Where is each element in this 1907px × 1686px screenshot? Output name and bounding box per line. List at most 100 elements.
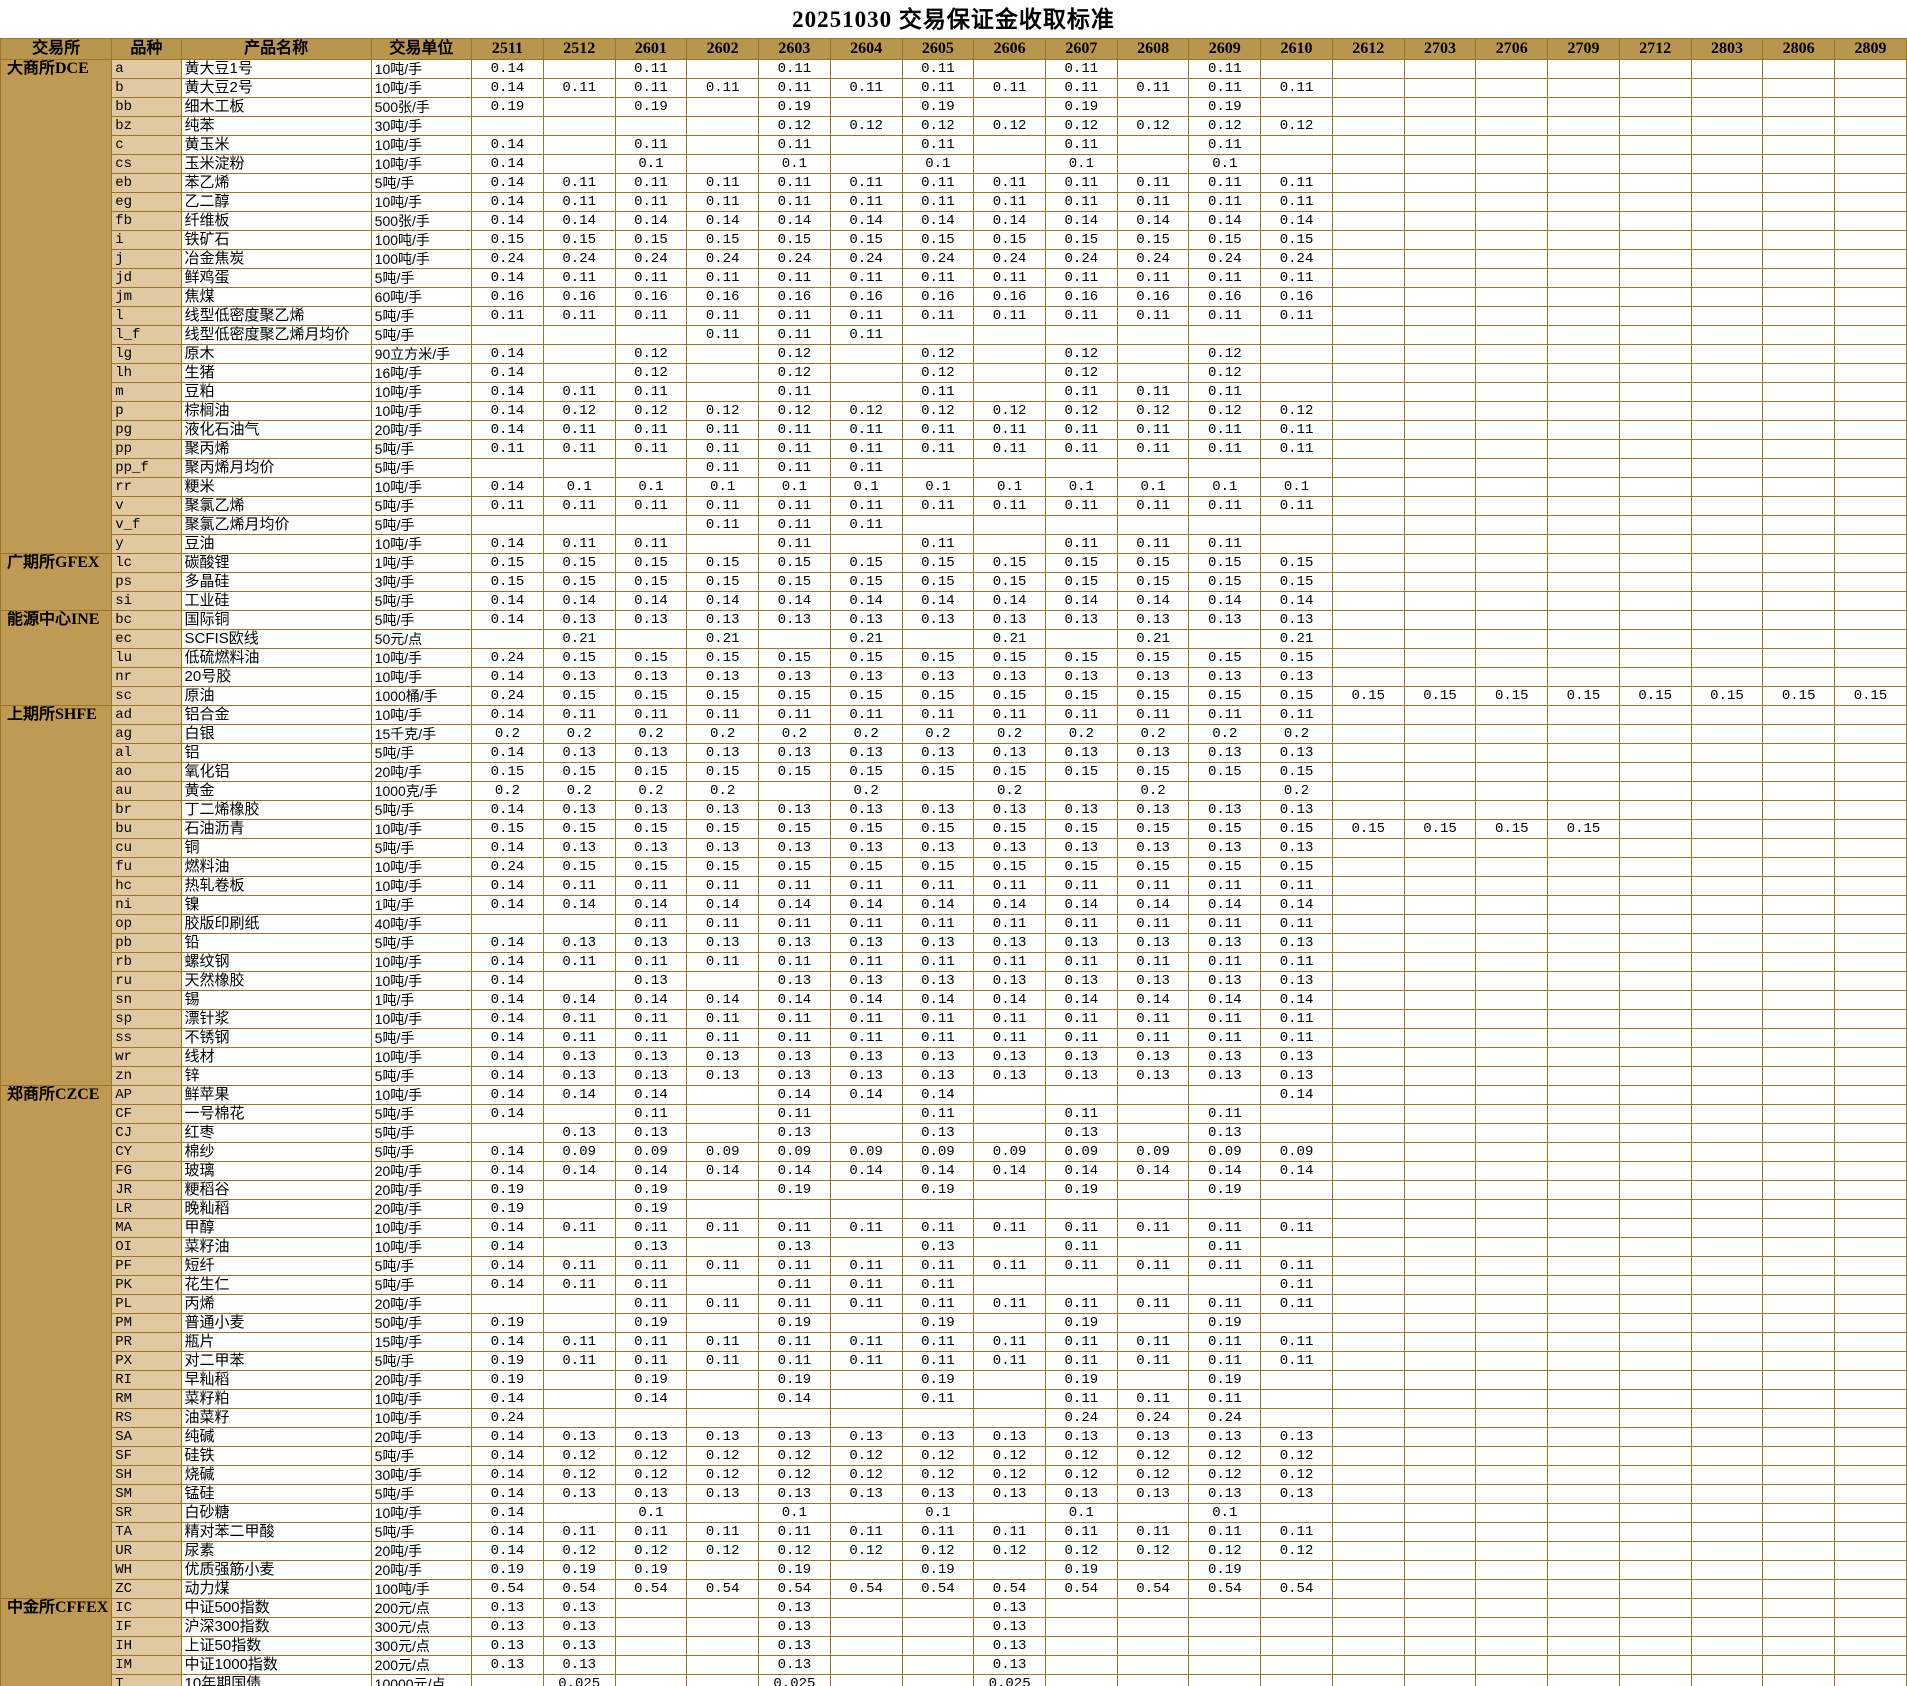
margin-value-cell-2712	[1618, 344, 1692, 364]
margin-value-cell-2609: 0.19	[1188, 1313, 1262, 1333]
margin-value-cell-2806	[1762, 135, 1836, 155]
margin-value-cell-2605: 0.11	[901, 496, 975, 516]
margin-value-cell-2511: 0.14	[471, 895, 544, 915]
margin-value-cell-2706	[1475, 97, 1549, 117]
margin-value-cell-2703	[1403, 1104, 1477, 1124]
margin-value-cell-2607: 0.15	[1044, 648, 1118, 668]
margin-value-cell-2605: 0.15	[901, 857, 975, 877]
product-name-cell: 甲醇	[180, 1218, 372, 1238]
margin-value-cell-2605: 0.12	[901, 1465, 975, 1485]
margin-value-cell-2610: 0.12	[1260, 116, 1333, 136]
margin-value-cell-2511: 0.14	[471, 363, 544, 383]
margin-value-cell-2703	[1403, 781, 1477, 801]
margin-value-cell-2606: 0.13	[973, 1427, 1046, 1447]
margin-value-cell-2712	[1618, 1085, 1692, 1105]
product-code-cell: wr	[111, 1047, 182, 1067]
product-code-cell: RI	[111, 1370, 182, 1390]
margin-value-cell-2703	[1403, 97, 1477, 117]
margin-value-cell-2612: 0.15	[1331, 686, 1405, 706]
margin-value-cell-2809	[1834, 211, 1907, 231]
margin-value-cell-2607: 0.11	[1044, 1009, 1118, 1029]
margin-value-cell-2606: 0.11	[973, 192, 1046, 212]
margin-value-cell-2605: 0.13	[901, 1066, 975, 1086]
margin-value-cell-2610: 0.15	[1260, 230, 1333, 250]
margin-value-cell-2803	[1690, 762, 1764, 782]
margin-value-cell-2706	[1475, 1598, 1549, 1618]
margin-value-cell-2712	[1618, 382, 1692, 402]
margin-value-cell-2607: 0.12	[1044, 344, 1118, 364]
margin-value-cell-2612	[1331, 230, 1405, 250]
margin-value-cell-2512: 0.15	[542, 553, 616, 573]
margin-value-cell-2609: 0.54	[1188, 1579, 1262, 1599]
margin-value-cell-2803	[1690, 705, 1764, 725]
table-row: y 豆油 10吨/手 0.14 0.11 0.11 0.11 0.11 0.11 0.11 0.11	[1, 534, 1907, 554]
margin-value-cell-2602: 0.15	[686, 819, 760, 839]
table-row: RS 油菜籽 10吨/手 0.24 0.24 0.24 0.24	[1, 1408, 1907, 1428]
margin-value-cell-2603: 0.025	[758, 1674, 831, 1686]
margin-value-cell-2512: 0.09	[542, 1142, 616, 1162]
table-row: 上期所SHFE ad 铝合金 10吨/手 0.14 0.11 0.11 0.11 0.11 0.1…	[0, 705, 1907, 1086]
margin-value-cell-2803	[1690, 553, 1764, 573]
margin-value-cell-2601: 0.12	[614, 344, 688, 364]
margin-value-cell-2601: 0.11	[614, 1218, 688, 1238]
table-row: ao 氧化铝 20吨/手 0.15 0.15 0.15 0.15 0.15 0.15 0.15 0.…	[1, 762, 1907, 782]
margin-value-cell-2601: 0.19	[614, 1313, 688, 1333]
margin-value-cell-2603: 0.15	[758, 553, 831, 573]
margin-value-cell-2610	[1260, 97, 1333, 117]
margin-value-cell-2511: 0.19	[471, 1199, 544, 1219]
margin-value-cell-2803	[1690, 1522, 1764, 1542]
margin-value-cell-2607: 0.13	[1044, 971, 1118, 991]
margin-value-cell-2609: 0.12	[1188, 1541, 1262, 1561]
product-name-cell: 工业硅	[180, 591, 372, 611]
margin-value-cell-2712	[1618, 838, 1692, 858]
product-code-cell: RM	[111, 1389, 182, 1409]
margin-value-cell-2608: 0.12	[1116, 1465, 1190, 1485]
margin-value-cell-2607: 0.13	[1044, 1427, 1118, 1447]
margin-value-cell-2610: 0.13	[1260, 971, 1333, 991]
trading-unit-cell: 15吨/手	[370, 1332, 473, 1352]
margin-value-cell-2603: 0.1	[758, 154, 831, 174]
margin-value-cell-2602	[686, 1560, 760, 1580]
table-row: SH 烧碱 30吨/手 0.14 0.12 0.12 0.12 0.12 0.12 0.12 0.1…	[1, 1465, 1907, 1485]
margin-value-cell-2607: 0.1	[1044, 1503, 1118, 1523]
trading-unit-cell: 300元/点	[370, 1636, 473, 1656]
margin-value-cell-2603: 0.15	[758, 762, 831, 782]
margin-value-cell-2607: 0.11	[1044, 705, 1118, 725]
margin-value-cell-2806	[1762, 762, 1836, 782]
margin-value-cell-2610: 0.14	[1260, 591, 1333, 611]
margin-value-cell-2602	[686, 363, 760, 383]
margin-value-cell-2608	[1116, 515, 1190, 535]
margin-value-cell-2511	[471, 629, 544, 649]
margin-value-cell-2607: 0.13	[1044, 1123, 1118, 1143]
margin-value-cell-2706	[1475, 1218, 1549, 1238]
margin-value-cell-2605: 0.54	[901, 1579, 975, 1599]
margin-value-cell-2607	[1044, 1598, 1118, 1618]
product-code-cell: pp	[111, 439, 182, 459]
margin-value-cell-2601: 0.13	[614, 1123, 688, 1143]
margin-value-cell-2606: 0.11	[973, 952, 1046, 972]
margin-value-cell-2607: 0.54	[1044, 1579, 1118, 1599]
margin-value-cell-2712	[1618, 724, 1692, 744]
margin-value-cell-2610	[1260, 1598, 1333, 1618]
margin-value-cell-2512: 0.15	[542, 762, 616, 782]
table-row: nr 20号胶 10吨/手 0.14 0.13 0.13 0.13 0.13 0.13 0.13 0…	[1, 667, 1907, 687]
margin-value-cell-2803	[1690, 135, 1764, 155]
margin-value-cell-2803	[1690, 1351, 1764, 1371]
product-code-cell: ec	[111, 629, 182, 649]
margin-value-cell-2806	[1762, 1047, 1836, 1067]
product-name-cell: 花生仁	[180, 1275, 372, 1295]
margin-value-cell-2512: 0.54	[542, 1579, 616, 1599]
margin-value-cell-2709	[1547, 401, 1620, 421]
margin-value-cell-2703	[1403, 1655, 1477, 1675]
margin-value-cell-2602: 0.14	[686, 211, 760, 231]
margin-value-cell-2610: 0.12	[1260, 1541, 1333, 1561]
margin-value-cell-2706	[1475, 1465, 1549, 1485]
margin-value-cell-2709	[1547, 1085, 1620, 1105]
margin-value-cell-2601: 0.14	[614, 1161, 688, 1181]
margin-value-cell-2605: 0.11	[901, 78, 975, 98]
product-code-cell: bc	[111, 610, 182, 630]
margin-value-cell-2609: 0.13	[1188, 838, 1262, 858]
margin-value-cell-2609: 0.11	[1188, 173, 1262, 193]
margin-value-cell-2706	[1475, 724, 1549, 744]
margin-value-cell-2608: 0.13	[1116, 800, 1190, 820]
